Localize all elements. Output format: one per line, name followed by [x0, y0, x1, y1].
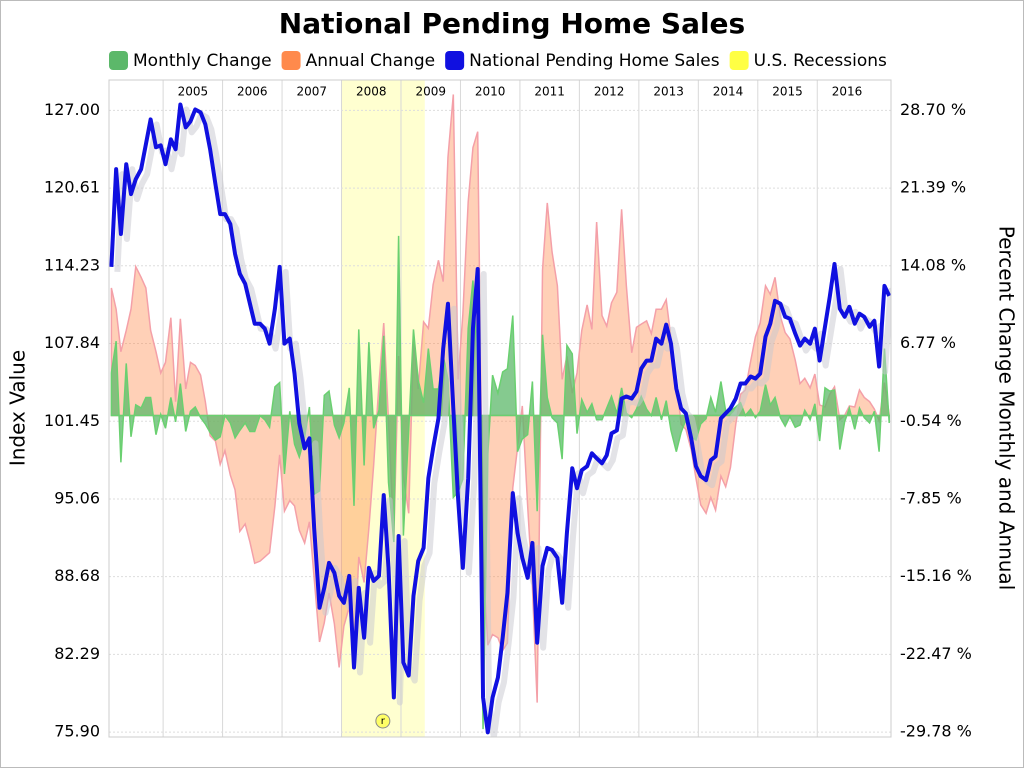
y2-tick-label: -22.47 % — [900, 644, 972, 663]
y2-axis-label: Percent Change Monthly and Annual — [995, 226, 1019, 590]
x-tick-label: 2012 — [594, 85, 625, 99]
y2-tick-label: -0.54 % — [900, 411, 962, 430]
y-tick-label: 120.61 — [44, 178, 100, 197]
x-tick-label: 2010 — [475, 85, 506, 99]
y2-tick-label: -7.85 % — [900, 488, 962, 507]
x-tick-label: 2009 — [415, 85, 446, 99]
y-tick-label: 75.90 — [54, 722, 100, 741]
y2-tick-label: 6.77 % — [900, 333, 956, 352]
legend: Monthly Change Annual Change National Pend… — [109, 51, 887, 71]
legend-swatch — [445, 51, 465, 70]
chart-title: National Pending Home Sales — [279, 7, 745, 40]
recession-marker — [375, 713, 391, 729]
x-tick-label: 2015 — [772, 85, 803, 99]
x-tick-label: 2013 — [653, 85, 684, 99]
area — [110, 235, 890, 730]
y2-tick-label: 14.08 % — [900, 255, 966, 274]
y-tick-label: 127.00 — [44, 100, 100, 119]
legend-swatch — [109, 51, 128, 70]
y-tick-label: 101.45 — [44, 411, 100, 430]
x-tick-label: 2014 — [713, 85, 744, 99]
x-tick-label: 2008 — [356, 85, 387, 99]
y2-tick-label: -29.78 % — [900, 722, 972, 741]
x-tick-label: 2007 — [297, 85, 328, 99]
legend-label: Monthly Change — [133, 51, 272, 71]
y-tick-label: 88.68 — [54, 566, 100, 585]
line — [109, 102, 891, 735]
x-tick-label: 2005 — [178, 85, 209, 99]
x-tick-label: 2011 — [534, 85, 565, 99]
legend-label: National Pending Home Sales — [469, 51, 720, 71]
y-tick-label: 114.23 — [44, 255, 100, 274]
y2-tick-label: 21.39 % — [900, 178, 966, 197]
x-tick-label: 2016 — [832, 85, 863, 99]
y-tick-label: 107.84 — [44, 333, 100, 352]
legend-swatch — [281, 51, 301, 70]
y2-tick-label: -15.16 % — [900, 566, 972, 585]
axes: 2005 2006 2007 2008 2009 2010 2011 2012 2013 2014… — [44, 79, 972, 741]
legend-label: Annual Change — [306, 51, 436, 71]
recession-marker-label: r — [381, 716, 386, 727]
plot-border — [108, 79, 892, 738]
y-tick-label: 82.29 — [54, 644, 100, 663]
y-tick-label: 95.06 — [54, 489, 100, 508]
legend-swatch — [729, 51, 749, 70]
y2-tick-label: 28.70 % — [900, 100, 966, 119]
line-shadow — [114, 106, 891, 737]
plot-area — [109, 80, 891, 737]
x-tick-label: 2006 — [237, 85, 268, 99]
legend-label: U.S. Recessions — [754, 51, 887, 71]
y-axis-label: Index Value — [6, 350, 30, 466]
